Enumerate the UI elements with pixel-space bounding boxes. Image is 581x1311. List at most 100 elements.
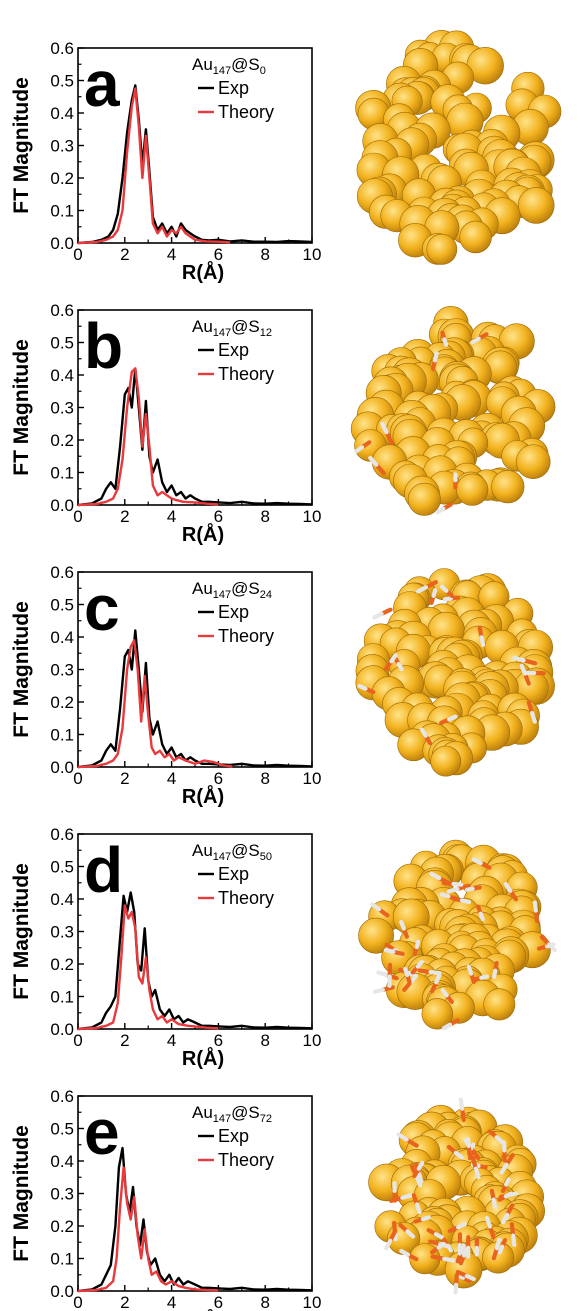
x-axis-label: R(Å)	[182, 784, 224, 808]
hydrogen-ligand	[440, 987, 449, 998]
title-part-sub1: 147	[213, 589, 231, 601]
hydrogen-ligand	[511, 1233, 517, 1248]
y-tick-label: 0.2	[50, 431, 74, 450]
x-tick-label: 8	[260, 769, 269, 788]
hydrogen-ligand	[432, 351, 439, 363]
legend-label-theory: Theory	[218, 364, 274, 384]
hydrogen-ligand	[461, 1246, 469, 1258]
hydrogen-ligand	[456, 1222, 467, 1230]
x-tick-label: 4	[167, 245, 176, 264]
hydrogen-ligand	[504, 1177, 511, 1187]
x-axis-label: R(Å)	[182, 1046, 224, 1070]
title-part-base: Au	[192, 841, 213, 860]
hydrogen-ligand	[439, 584, 449, 593]
gold-atom	[421, 998, 453, 1030]
x-tick-label: 8	[260, 1293, 269, 1311]
legend-label-exp: Exp	[218, 78, 249, 98]
series-line-exp	[77, 629, 313, 769]
cluster-image-d	[358, 839, 557, 1031]
x-tick-label: 4	[167, 1031, 176, 1050]
x-tick-label: 6	[214, 769, 223, 788]
legend-label-theory: Theory	[218, 1150, 274, 1170]
hydrogen-ligand	[479, 635, 486, 648]
series-line-theory	[77, 87, 231, 245]
x-tick-label: 6	[214, 507, 223, 526]
title-part-sub2: 50	[260, 851, 272, 863]
hydrogen-ligand	[428, 969, 442, 976]
hydrogen-ligand	[414, 1174, 423, 1188]
hydrogen-ligand	[512, 655, 526, 663]
gold-atom	[515, 444, 551, 480]
hydrogen-ligand	[503, 1191, 513, 1199]
x-tick-label: 0	[73, 1293, 82, 1311]
x-tick-label: 4	[167, 769, 176, 788]
y-tick-label: 0.0	[50, 234, 74, 253]
hydrogen-ligand	[435, 506, 446, 515]
hydrogen-ligand	[389, 653, 398, 664]
y-tick-label: 0.2	[50, 955, 74, 974]
legend-label-exp: Exp	[218, 1126, 249, 1146]
hydrogen-ligand	[501, 1212, 510, 1225]
y-tick-label: 0.6	[50, 39, 74, 58]
hydrogen-ligand	[429, 871, 442, 881]
hydrogen-ligand	[436, 1241, 446, 1250]
title-part-sub1: 147	[213, 1113, 231, 1125]
hydrogen-ligand	[458, 1097, 465, 1111]
hydrogen-ligand	[492, 968, 498, 980]
series-line-exp	[77, 891, 313, 1031]
hydrogen-ligand	[471, 857, 483, 866]
panel-letter: c	[84, 572, 120, 644]
hydrogen-ligand	[451, 881, 464, 887]
y-tick-label: 0.0	[50, 1020, 74, 1039]
y-tick-label: 0.0	[50, 758, 74, 777]
hydrogen-ligand	[478, 911, 485, 922]
panel-letter: e	[84, 1096, 120, 1168]
hydrogen-ligand	[470, 336, 481, 345]
cluster-image-b	[350, 306, 556, 516]
title-part-sub1: 147	[213, 65, 231, 77]
y-axis-label: FT Magnitude	[10, 601, 33, 737]
x-tick-label: 4	[167, 507, 176, 526]
series-line-theory	[77, 904, 219, 1031]
title-part-sub2: 12	[260, 327, 272, 339]
y-tick-label: 0.0	[50, 1282, 74, 1301]
hydrogen-ligand	[399, 919, 406, 931]
x-tick-label: 2	[120, 769, 129, 788]
hydrogen-ligand	[464, 1273, 476, 1282]
y-tick-label: 0.6	[50, 301, 74, 320]
hydrogen-ligand	[441, 1022, 453, 1031]
cluster-image-a	[355, 29, 562, 265]
x-axis-label: R(Å)	[182, 1308, 224, 1311]
title-part-sub1: 147	[213, 851, 231, 863]
hydrogen-ligand	[354, 445, 365, 454]
cluster-image-c	[355, 568, 555, 777]
panel-letter: a	[84, 48, 120, 120]
hydrogen-ligand	[400, 1193, 414, 1200]
hydrogen-ligand	[414, 939, 421, 950]
y-tick-label: 0.5	[50, 596, 74, 615]
legend-label-theory: Theory	[218, 888, 274, 908]
hydrogen-ligand	[491, 1197, 498, 1209]
gold-atom	[517, 187, 555, 224]
hydrogen-ligand	[494, 1135, 505, 1145]
y-tick-label: 0.1	[50, 202, 74, 221]
title-part-mid: @S	[231, 841, 260, 860]
x-tick-label: 0	[73, 1031, 82, 1050]
title-part-mid: @S	[231, 317, 260, 336]
hydrogen-ligand	[446, 886, 460, 894]
panel-c: 0 2 4 6 8 100.00.10.20.30.40.50.6R(Å)FT Magni…	[10, 563, 321, 808]
hydrogen-ligand	[479, 974, 490, 980]
hydrogen-ligand	[459, 898, 472, 905]
title-part-base: Au	[192, 579, 213, 598]
title-part-base: Au	[192, 55, 213, 74]
x-tick-label: 10	[303, 1031, 322, 1050]
y-tick-label: 0.5	[50, 858, 74, 877]
hydrogen-ligand	[357, 683, 368, 691]
y-tick-label: 0.4	[50, 890, 74, 909]
hydrogen-ligand	[372, 611, 384, 620]
hydrogen-ligand	[396, 661, 404, 672]
y-tick-label: 0.4	[50, 104, 74, 123]
y-tick-label: 0.1	[50, 464, 74, 483]
hydrogen-ligand	[503, 881, 513, 894]
